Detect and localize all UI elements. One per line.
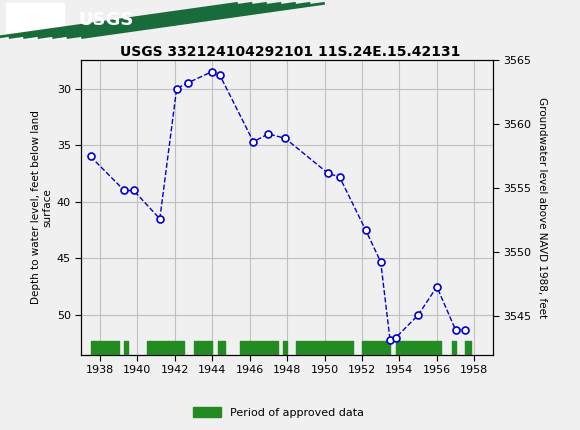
Text: USGS: USGS xyxy=(78,12,133,29)
Text: USGS 332124104292101 11S.24E.15.42131: USGS 332124104292101 11S.24E.15.42131 xyxy=(120,45,460,59)
Legend: Period of approved data: Period of approved data xyxy=(188,403,368,422)
Y-axis label: Depth to water level, feet below land
surface: Depth to water level, feet below land su… xyxy=(31,111,53,304)
Y-axis label: Groundwater level above NAVD 1988, feet: Groundwater level above NAVD 1988, feet xyxy=(537,97,547,318)
FancyBboxPatch shape xyxy=(6,3,64,37)
